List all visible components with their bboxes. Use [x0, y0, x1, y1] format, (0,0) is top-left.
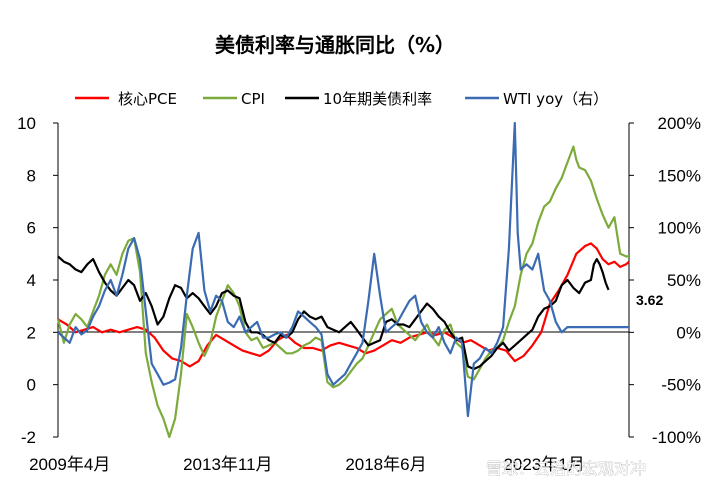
y-right-tick-label: 50% — [667, 271, 701, 290]
y-axis-right-ticks: -100% -50% 0% 50% 100% 150% 200% — [629, 114, 701, 447]
legend: 核心PCE CPI 10年期美债利率 WTI yoy（右） — [75, 90, 608, 108]
last-value-annotation: 3.62 — [636, 292, 663, 308]
y-left-tick-label: 8 — [27, 166, 36, 185]
series-line-2 — [57, 255, 610, 371]
y-left-tick-label: 0 — [27, 376, 36, 395]
x-tick-label: 2013年11月 — [183, 455, 272, 474]
y-left-tick-label: 6 — [27, 219, 36, 238]
series-lines — [56, 121, 630, 439]
x-axis-ticks: 2009年4月 2013年11月 2018年6月 2023年1月 — [29, 455, 585, 474]
y-left-tick-label: 2 — [27, 323, 36, 342]
series-line-0 — [57, 242, 630, 368]
y-right-tick-label: -50% — [661, 376, 701, 395]
series-line-1 — [56, 145, 629, 439]
legend-label: CPI — [241, 90, 265, 108]
chart-title: 美债利率与通胀同比（%） — [215, 33, 455, 57]
y-left-tick-label: 4 — [27, 271, 36, 290]
legend-label: 核心PCE — [118, 90, 177, 108]
y-right-tick-label: 100% — [658, 219, 701, 238]
watermark: 雪球：云治的宏观对冲 — [486, 459, 646, 478]
y-right-tick-label: -100% — [652, 428, 701, 447]
legend-label: 10年期美债利率 — [323, 90, 432, 108]
y-right-tick-label: 200% — [658, 114, 701, 133]
y-right-tick-label: 0% — [676, 323, 701, 342]
y-left-tick-label: 10 — [17, 114, 36, 133]
y-axis-left-ticks: -2 0 2 4 6 8 10 — [17, 114, 58, 447]
x-tick-label: 2023年1月 — [503, 455, 584, 474]
series-line-3 — [57, 121, 629, 418]
x-tick-label: 2009年4月 — [29, 455, 110, 474]
legend-label: WTI yoy（右） — [503, 90, 608, 108]
y-right-tick-label: 150% — [658, 166, 701, 185]
x-tick-label: 2018年6月 — [345, 455, 426, 474]
y-left-tick-label: -2 — [21, 428, 36, 447]
